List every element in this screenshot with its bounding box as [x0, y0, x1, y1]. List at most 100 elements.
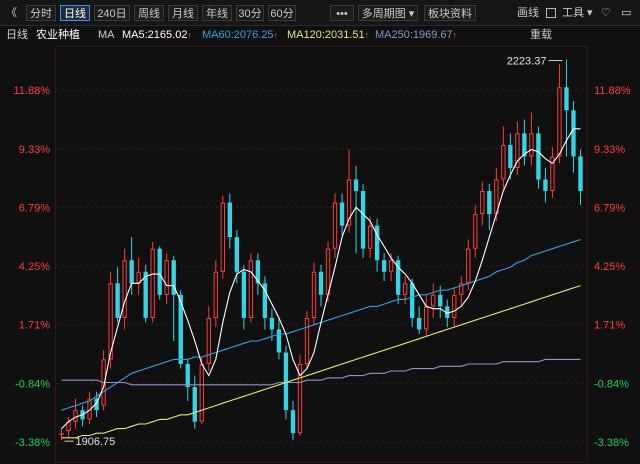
candle: [220, 195, 225, 279]
period-toolbar: 《 分时 日线 240日 周线 月线 年线 30分 60分 ••• 多周期图 ▾ 板块资料 画…: [0, 0, 640, 26]
candle-body: [452, 294, 457, 318]
candle-body: [157, 248, 162, 295]
candle-body: [248, 260, 254, 318]
candle-body: [318, 271, 324, 295]
draw-line-button[interactable]: 画线: [517, 7, 539, 19]
period-tab-1[interactable]: 日线: [60, 5, 90, 21]
candle: [248, 253, 254, 323]
heart-icon[interactable]: ♡: [601, 7, 611, 19]
candle-body: [136, 271, 141, 284]
y-tick-right: 9.33%: [594, 144, 625, 156]
y-tick-left: 9.33%: [19, 144, 50, 156]
candle-body: [255, 260, 261, 284]
candle-body: [339, 202, 345, 226]
candle-body: [178, 294, 183, 365]
candle: [557, 64, 562, 164]
candle: [550, 147, 555, 198]
candle-body: [192, 387, 197, 422]
candle: [122, 248, 127, 330]
candle-body: [122, 260, 127, 318]
draw-line-icon: [546, 8, 556, 18]
candle-body: [473, 214, 478, 249]
tools-menu[interactable]: 工具 ▾: [562, 7, 593, 19]
candle: [304, 310, 310, 369]
candle-body: [311, 271, 317, 318]
candle-body: [164, 260, 169, 295]
candle: [417, 306, 422, 335]
y-tick-left: -0.84%: [15, 378, 50, 390]
back-icon[interactable]: 《: [6, 7, 17, 19]
candle: [487, 184, 492, 231]
candle-body: [424, 306, 429, 330]
ma250-line: [61, 358, 581, 386]
candle: [213, 260, 218, 328]
period-tab-5[interactable]: 年线: [202, 5, 232, 21]
window-icon[interactable]: ▭: [621, 7, 632, 19]
candle-body: [346, 179, 352, 226]
candle-body: [529, 133, 534, 157]
candle: [367, 216, 373, 258]
candle-body: [290, 410, 296, 434]
candle-body: [199, 364, 204, 422]
candle: [129, 237, 134, 295]
candle-body: [171, 260, 176, 295]
candle-body: [213, 271, 218, 318]
period-tab-4[interactable]: 月线: [168, 5, 198, 21]
candle-body: [501, 144, 506, 180]
candle-body: [459, 283, 464, 295]
y-tick-right: -0.84%: [594, 378, 629, 390]
candle-body: [395, 260, 401, 295]
candle: [438, 285, 443, 318]
reset-button[interactable]: 重载: [530, 29, 552, 41]
candle-body: [388, 260, 394, 272]
candle: [318, 264, 324, 307]
kline-chart[interactable]: 11.88% 9.33% 6.79% 4.25% 1.71% -0.84% -3.38% 1…: [0, 44, 640, 464]
candle: [276, 317, 282, 360]
candle-body: [550, 156, 555, 192]
candle-body: [381, 260, 387, 272]
candle: [431, 283, 436, 318]
candle: [452, 287, 457, 328]
y-tick-left: 4.25%: [19, 261, 50, 273]
candle: [206, 306, 211, 371]
candle-body: [94, 398, 99, 411]
candle: [522, 119, 527, 166]
candle-body: [129, 260, 134, 284]
period-tab-0[interactable]: 分时: [26, 5, 56, 21]
period-tab-6[interactable]: 30分: [236, 5, 264, 21]
plot-frame: [55, 46, 588, 463]
candle: [262, 276, 268, 330]
candle-body: [402, 283, 408, 295]
more-button[interactable]: •••: [330, 5, 354, 21]
multi-period-button[interactable]: 多周期图 ▾: [358, 5, 418, 21]
candle: [529, 112, 534, 166]
y-tick-right: 4.25%: [594, 261, 625, 273]
y-tick-left: -3.38%: [15, 437, 50, 449]
candle-body: [487, 191, 492, 215]
candle: [508, 133, 513, 180]
candle-body: [409, 283, 415, 318]
candle-body: [227, 202, 233, 238]
candle-body: [480, 191, 485, 215]
candle-body: [150, 248, 155, 318]
candle-body: [262, 283, 268, 318]
annotations: 2223.37 1906.75: [64, 56, 563, 448]
candle: [73, 398, 78, 429]
y-tick-right: 11.88%: [594, 85, 631, 97]
y-tick-left: 11.88%: [14, 85, 51, 97]
period-tab-2[interactable]: 240日: [94, 5, 130, 21]
candle-body: [108, 283, 113, 360]
candle: [255, 253, 261, 295]
legend-period: 日线: [6, 29, 28, 41]
candle: [459, 276, 464, 307]
candle: [199, 357, 204, 425]
candle-body: [431, 294, 436, 307]
period-tab-3[interactable]: 周线: [134, 5, 164, 21]
y-tick-left: 6.79%: [19, 202, 50, 214]
candle: [395, 255, 401, 305]
sector-info-button[interactable]: 板块资料: [424, 5, 476, 21]
candle: [157, 246, 162, 300]
candle-body: [73, 410, 78, 422]
period-tab-7[interactable]: 60分: [268, 5, 296, 21]
y-axis-right: 11.88% 9.33% 6.79% 4.25% 1.71% -0.84% -3.38%: [594, 85, 631, 449]
